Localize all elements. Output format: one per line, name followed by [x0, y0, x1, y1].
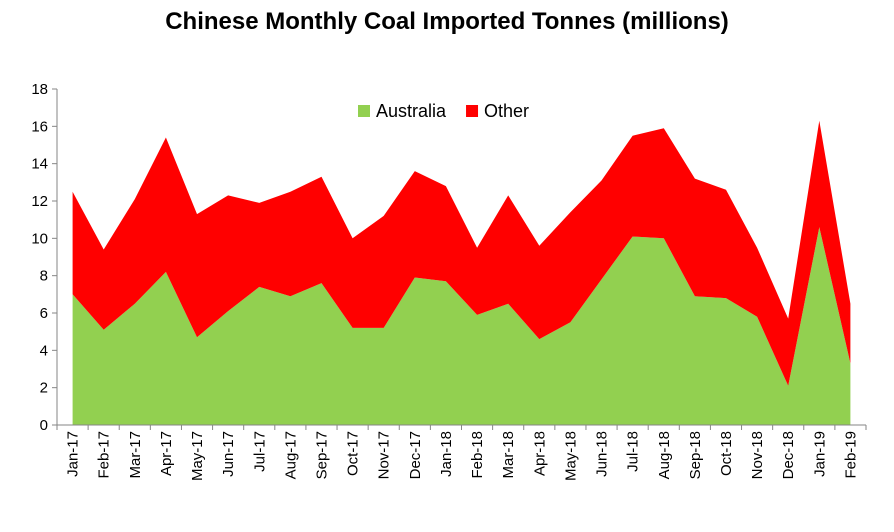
y-tick-label: 6: [40, 305, 48, 322]
x-tick-label: May-18: [562, 431, 579, 481]
y-tick-label: 12: [31, 193, 48, 210]
y-tick-label: 14: [31, 156, 48, 173]
x-tick-label: Jul-18: [625, 431, 642, 472]
x-tick-label: Jan-19: [811, 431, 828, 477]
y-tick-label: 2: [40, 380, 48, 397]
x-tick-label: Jun-17: [220, 431, 237, 477]
x-tick-label: Nov-18: [749, 431, 766, 479]
legend: Australia Other: [358, 101, 529, 121]
area-series-other: [72, 120, 851, 386]
y-tick-label: 0: [40, 417, 48, 434]
x-tick-label: Mar-18: [500, 431, 517, 479]
x-tick-label: Dec-18: [780, 431, 797, 479]
y-tick-label: 8: [40, 268, 48, 285]
x-tick-label: Jun-18: [594, 431, 611, 477]
legend-label-australia: Australia: [376, 101, 447, 121]
y-tick-label: 18: [31, 81, 48, 98]
x-tick-label: Nov-17: [376, 431, 393, 479]
y-tick-label: 16: [31, 118, 48, 135]
x-tick-label: Feb-18: [469, 431, 486, 479]
area-layer: [72, 120, 851, 425]
x-tick-label: Mar-17: [127, 431, 144, 479]
x-tick-label: Oct-18: [718, 431, 735, 476]
x-tick-label: Dec-17: [407, 431, 424, 479]
legend-label-other: Other: [484, 101, 529, 121]
x-tick-label: Jan-18: [438, 431, 455, 477]
x-tick-label: Apr-17: [158, 431, 175, 476]
x-tick-label: Apr-18: [531, 431, 548, 476]
x-tick-label: Aug-18: [656, 431, 673, 479]
x-tick-label: Feb-19: [842, 431, 859, 479]
x-tick-label: Aug-17: [282, 431, 299, 479]
x-tick-label: Jan-17: [65, 431, 82, 477]
legend-swatch-australia: [358, 105, 370, 117]
x-tick-label: Oct-17: [345, 431, 362, 476]
y-tick-label: 4: [40, 342, 48, 359]
axes-layer: 0 2 4 6 8 10 12 14 16 18 Jan-17 Feb-17 Mar-17 Apr-17 M…: [31, 81, 867, 481]
x-tick-label: Feb-17: [96, 431, 113, 479]
x-tick-label: Sep-18: [687, 431, 704, 479]
legend-swatch-other: [466, 105, 479, 117]
x-tick-label: Jul-17: [251, 431, 268, 472]
x-tick-label: May-17: [189, 431, 206, 481]
chart-title: Chinese Monthly Coal Imported Tonnes (mi…: [165, 8, 729, 35]
x-tick-label: Sep-17: [313, 431, 330, 479]
area-series-australia: [72, 227, 851, 425]
y-tick-label: 10: [31, 230, 48, 247]
